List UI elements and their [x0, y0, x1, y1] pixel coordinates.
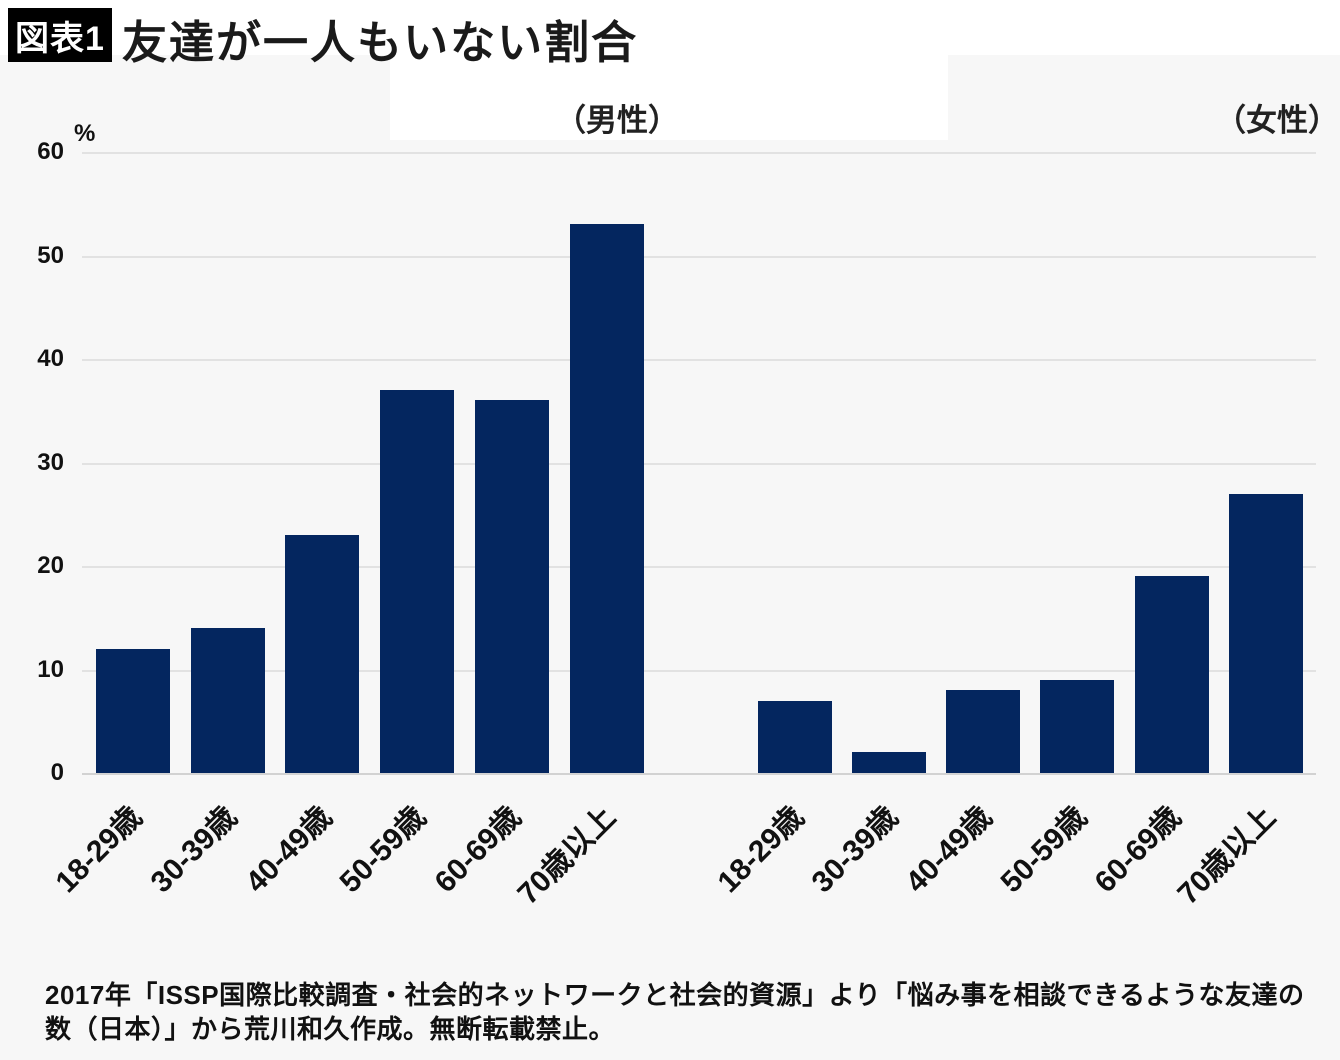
bar-女性-30-39歳 [851, 752, 926, 773]
source-note-line2: 数（日本）」から荒川和久作成。無断転載禁止。 [45, 1014, 616, 1044]
bar-男性-30-39歳 [190, 628, 265, 773]
bar-男性-70歳以上 [569, 224, 644, 773]
gridline [82, 152, 1316, 154]
source-note-line1: 2017年「ISSP国際比較調査・社会的ネットワークと社会的資源」より「悩み事を… [45, 980, 1305, 1010]
y-tick-label: 20 [37, 552, 64, 579]
chart-title: 友達が一人もいない割合 [122, 17, 639, 68]
x-tick-label: 40-49歳 [900, 800, 999, 900]
gridline [82, 462, 1316, 465]
male-label-background [390, 55, 948, 140]
gridline [82, 669, 1316, 672]
x-tick-label: 18-29歳 [711, 800, 811, 900]
figure-number-badge: 図表1 [8, 8, 112, 62]
source-note: 2017年「ISSP国際比較調査・社会的ネットワークと社会的資源」より「悩み事を… [45, 978, 1315, 1046]
y-tick-label: 10 [37, 655, 64, 683]
y-tick-label: 50 [37, 241, 64, 269]
gridline [82, 255, 1316, 258]
x-tick-label: 50-59歳 [994, 800, 1094, 900]
bar-男性-60-69歳 [474, 400, 549, 773]
gridline [82, 566, 1316, 568]
bar-女性-60-69歳 [1134, 576, 1209, 773]
y-axis-unit-label: % [74, 120, 96, 147]
header-background [0, 0, 1340, 55]
bar-女性-50-59歳 [1040, 679, 1115, 773]
bar-女性-18-29歳 [757, 700, 832, 773]
y-tick-label: 60 [37, 138, 64, 165]
female-group-label: （女性） [1215, 103, 1339, 138]
male-group-label: （男性） [555, 103, 679, 138]
bar-女性-40-49歳 [946, 690, 1021, 773]
bar-男性-50-59歳 [380, 390, 455, 773]
x-tick-label: 30-39歳 [805, 800, 905, 900]
x-axis-baseline [82, 773, 1316, 775]
y-tick-label: 30 [37, 448, 64, 476]
y-tick-label: 40 [37, 345, 64, 372]
gridline [82, 359, 1316, 361]
y-tick-label: 0 [50, 759, 64, 786]
bar-女性-70歳以上 [1229, 493, 1303, 773]
bar-男性-40-49歳 [285, 534, 360, 773]
bar-男性-18-29歳 [96, 648, 170, 773]
x-tick-label: 70歳以上 [1171, 800, 1282, 911]
